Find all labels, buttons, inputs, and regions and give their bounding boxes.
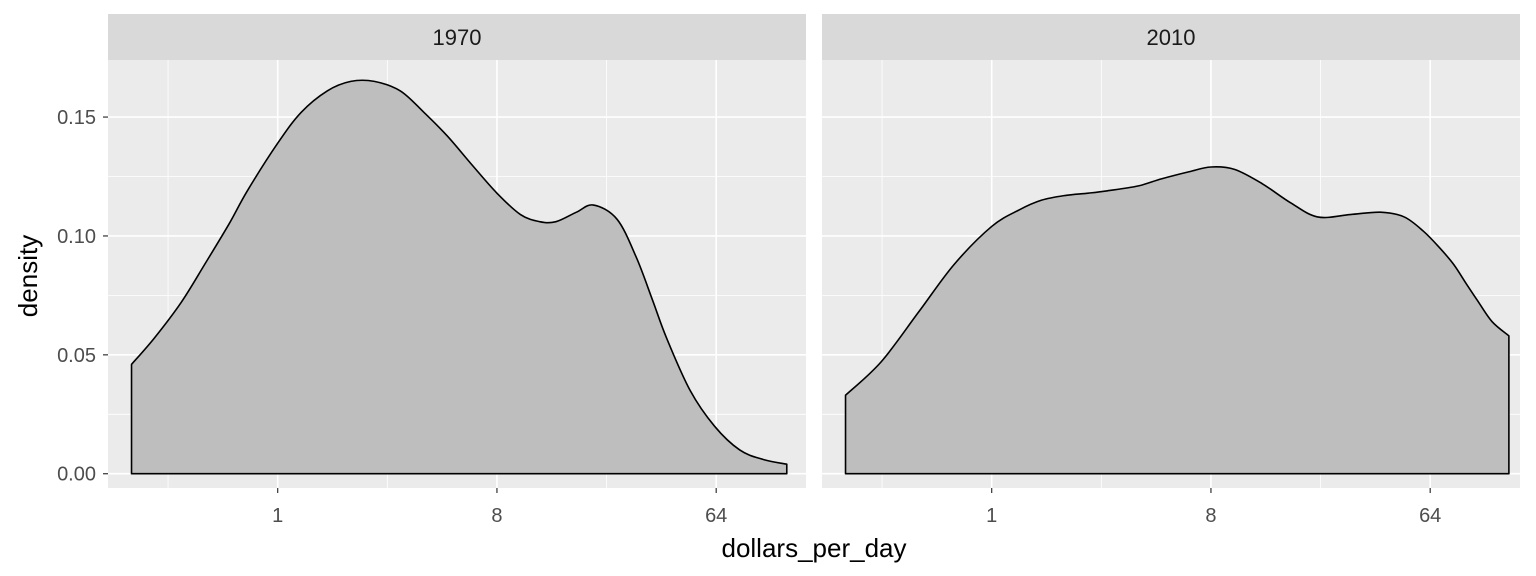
x-tick-label: 64 [1419, 505, 1441, 527]
facet-panel-2010: 2010 1 8 64 [822, 14, 1520, 527]
x-tick-label: 8 [1205, 505, 1216, 527]
y-tick-label: 0.10 [57, 226, 96, 248]
facet-strip-label: 2010 [1147, 25, 1196, 50]
x-tick-label: 1 [986, 505, 997, 527]
facet-strip-label: 1970 [433, 25, 482, 50]
y-tick-label: 0.00 [57, 464, 96, 486]
x-tick-label: 1 [272, 505, 283, 527]
facet-panel-1970: 1970 1 8 64 [108, 14, 806, 527]
y-tick-label: 0.05 [57, 345, 96, 367]
density-area-2010 [844, 166, 1510, 475]
facet-strip [108, 14, 806, 60]
density-area-1970 [130, 79, 788, 475]
x-tick-label: 64 [705, 505, 727, 527]
facet-strip [822, 14, 1520, 60]
y-tick-label: 0.15 [57, 107, 96, 129]
x-tick-label: 8 [491, 505, 502, 527]
x-axis-title: dollars_per_day [721, 533, 906, 563]
y-axis-title: density [13, 235, 43, 317]
